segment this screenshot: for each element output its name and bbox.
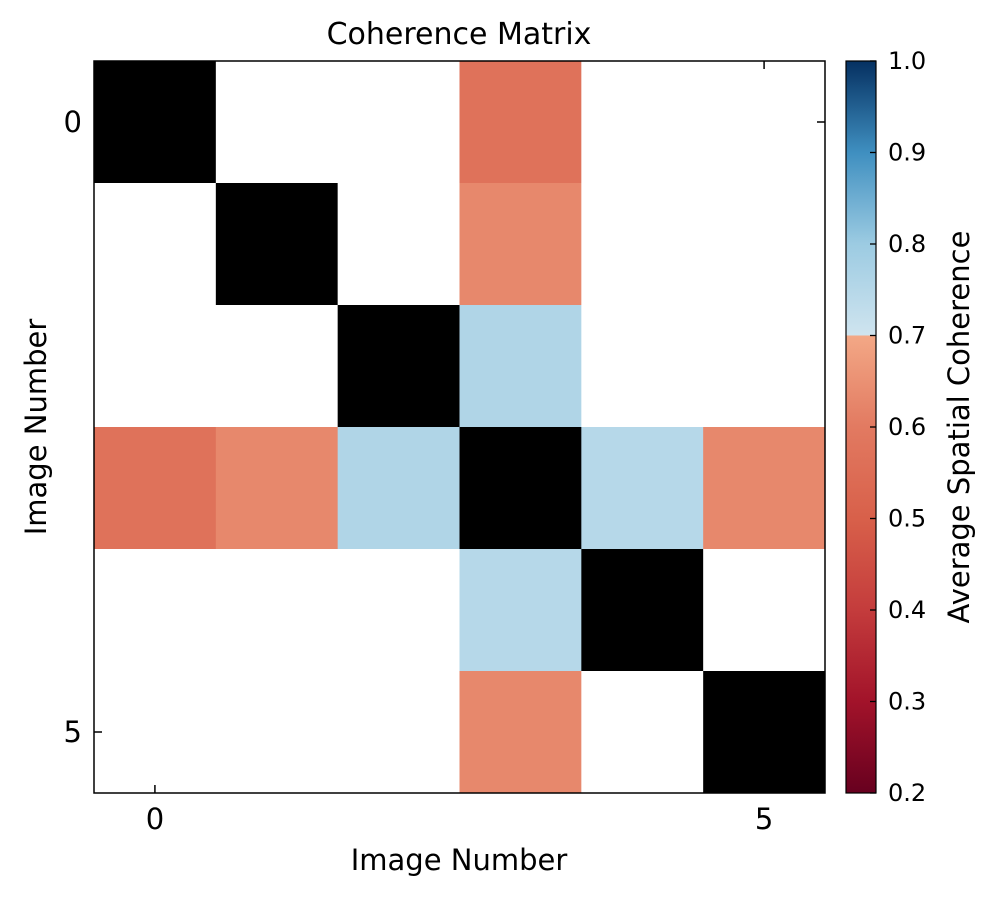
colorbar-tick-label-1.0: 1.0 <box>888 47 926 75</box>
heatmap-cell-r3-c2 <box>337 427 460 550</box>
heatmap-cell-r1-c5 <box>703 183 826 306</box>
heatmap-cell-r4-c5 <box>703 549 826 672</box>
colorbar-tick-label-0.3: 0.3 <box>888 688 926 716</box>
heatmap-cell-r0-c2 <box>337 61 460 184</box>
heatmap-cell-r1-c2 <box>337 183 460 306</box>
heatmap-cell-r4-c4 <box>581 549 704 672</box>
heatmap-cell-r5-c0 <box>94 671 217 794</box>
heatmap-cell-r5-c5 <box>703 671 826 794</box>
colorbar-tick-label-0.9: 0.9 <box>888 139 926 167</box>
y-tick-label-5: 5 <box>64 715 82 749</box>
heatmap-cell-r5-c1 <box>215 671 339 794</box>
chart-title: Coherence Matrix <box>327 17 592 52</box>
colorbar-tick-label-0.4: 0.4 <box>888 596 926 624</box>
colorbar-tick-label-0.7: 0.7 <box>888 322 926 350</box>
colorbar-tick-label-0.5: 0.5 <box>888 505 926 533</box>
heatmap-cell-r3-c5 <box>703 427 826 550</box>
heatmap-cell-r5-c3 <box>459 671 582 794</box>
colorbar-tick-label-0.8: 0.8 <box>888 230 926 258</box>
heatmap-cell-r3-c4 <box>581 427 704 550</box>
x-tick-label-5: 5 <box>755 802 773 836</box>
heatmap-cell-r2-c4 <box>581 305 704 428</box>
heatmap-cell-r3-c0 <box>94 427 217 550</box>
y-tick-label-0: 0 <box>64 105 82 139</box>
heatmap-cell-r2-c0 <box>94 305 217 428</box>
heatmap-cell-r0-c3 <box>459 61 582 184</box>
heatmap-cell-r4-c3 <box>459 549 582 672</box>
heatmap-cell-r2-c2 <box>337 305 460 428</box>
heatmap-cell-r5-c2 <box>337 671 460 794</box>
heatmap-cell-r1-c4 <box>581 183 704 306</box>
colorbar-tick-label-0.2: 0.2 <box>888 779 926 807</box>
x-tick-label-0: 0 <box>146 802 164 836</box>
y-axis-label: Image Number <box>19 319 53 536</box>
heatmap-cell-r4-c2 <box>337 549 460 672</box>
heatmap-cell-r1-c0 <box>94 183 217 306</box>
heatmap-cell-r1-c3 <box>459 183 582 306</box>
heatmap-cells <box>94 61 826 794</box>
x-axis-label: Image Number <box>351 843 568 877</box>
heatmap-cell-r0-c1 <box>215 61 339 184</box>
heatmap-cell-r2-c5 <box>703 305 826 428</box>
heatmap-cell-r2-c3 <box>459 305 582 428</box>
colorbar-label: Average Spatial Coherence <box>942 231 976 624</box>
heatmap-cell-r0-c5 <box>703 61 826 184</box>
heatmap-cell-r0-c0 <box>94 61 217 184</box>
heatmap-cell-r3-c3 <box>459 427 582 550</box>
heatmap-cell-r4-c0 <box>94 549 217 672</box>
colorbar-ticks: 0.2 0.3 0.4 0.5 0.6 0.7 0.8 0.9 1.0 <box>870 47 926 807</box>
y-axis-ticks: 05 <box>64 105 825 749</box>
heatmap-cell-r2-c1 <box>215 305 339 428</box>
plot-frame <box>93 60 826 794</box>
heatmap-cell-r3-c1 <box>215 427 339 550</box>
colorbar-tick-label-0.6: 0.6 <box>888 413 926 441</box>
heatmap-cell-r0-c4 <box>581 61 704 184</box>
heatmap-cell-r1-c1 <box>215 183 339 306</box>
heatmap-cell-r4-c1 <box>215 549 339 672</box>
heatmap-cell-r5-c4 <box>581 671 704 794</box>
